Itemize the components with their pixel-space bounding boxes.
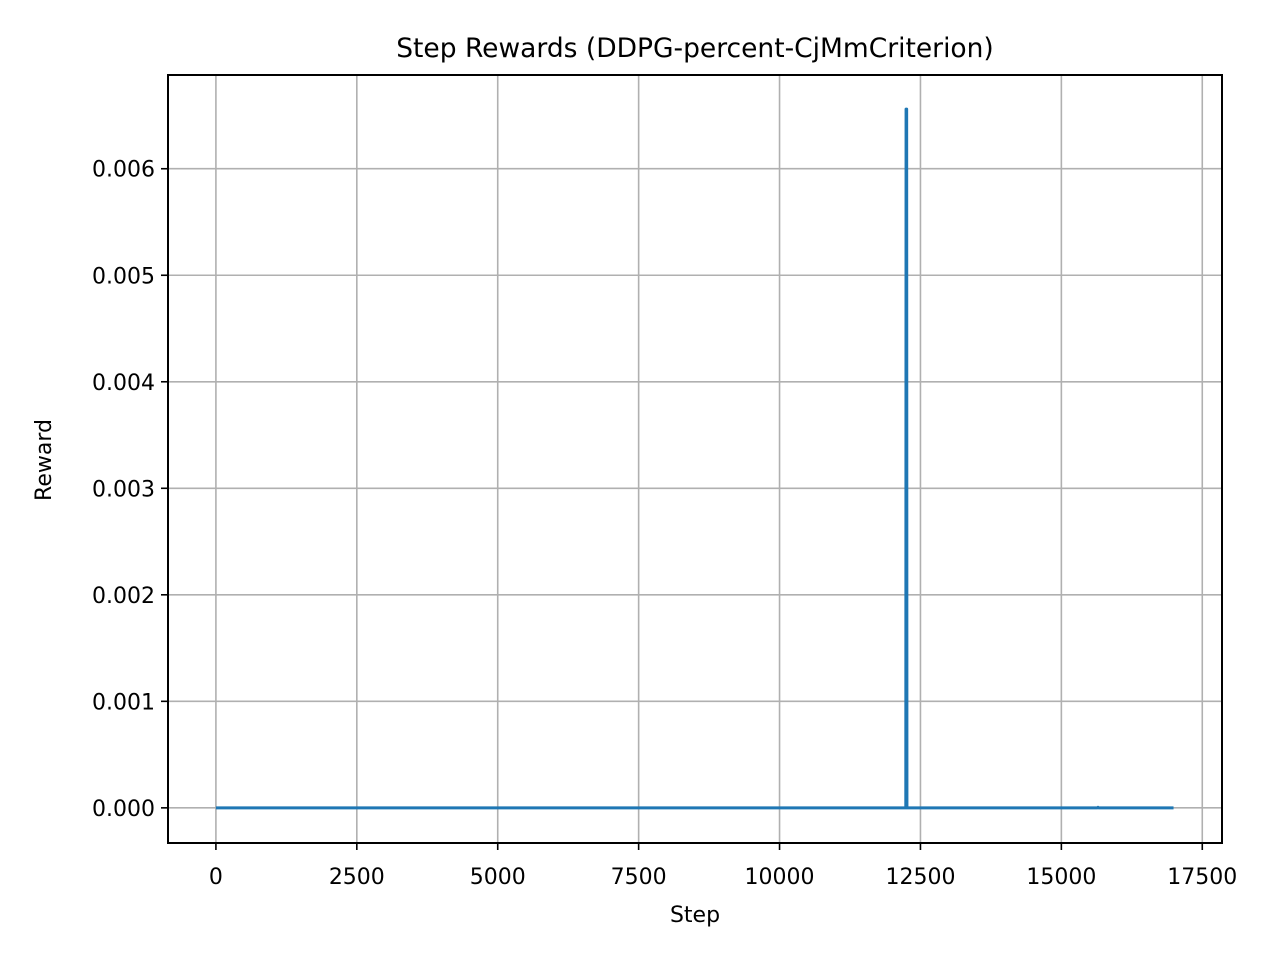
x-tick-label: 17500 bbox=[1167, 865, 1237, 890]
x-tick-label: 5000 bbox=[470, 865, 526, 890]
x-tick-label: 15000 bbox=[1026, 865, 1096, 890]
ticks: 0 2500 5000 7500 10000 12500 15000 17500 0.000 0.… bbox=[92, 158, 1237, 890]
series-layer bbox=[215, 107, 1174, 810]
y-tick-label: 0.000 bbox=[92, 797, 155, 822]
x-tick-label: 12500 bbox=[885, 865, 955, 890]
series-line-0 bbox=[215, 107, 1174, 810]
x-axis-label: Step bbox=[670, 903, 720, 928]
y-tick-label: 0.005 bbox=[92, 264, 155, 289]
y-tick-label: 0.002 bbox=[92, 584, 155, 609]
x-tick-label: 2500 bbox=[329, 865, 385, 890]
y-axis-label: Reward bbox=[32, 419, 57, 501]
chart-title: Step Rewards (DDPG-percent-CjMmCriterion… bbox=[396, 33, 994, 64]
plot-frame bbox=[167, 74, 1223, 844]
x-tick-label: 10000 bbox=[745, 865, 815, 890]
y-tick-label: 0.001 bbox=[92, 690, 155, 715]
y-tick-label: 0.006 bbox=[92, 158, 155, 183]
x-tick-label: 0 bbox=[209, 865, 223, 890]
grid bbox=[168, 75, 1222, 843]
y-tick-label: 0.003 bbox=[92, 477, 155, 502]
y-tick-label: 0.004 bbox=[92, 371, 155, 396]
x-tick-label: 7500 bbox=[611, 865, 667, 890]
